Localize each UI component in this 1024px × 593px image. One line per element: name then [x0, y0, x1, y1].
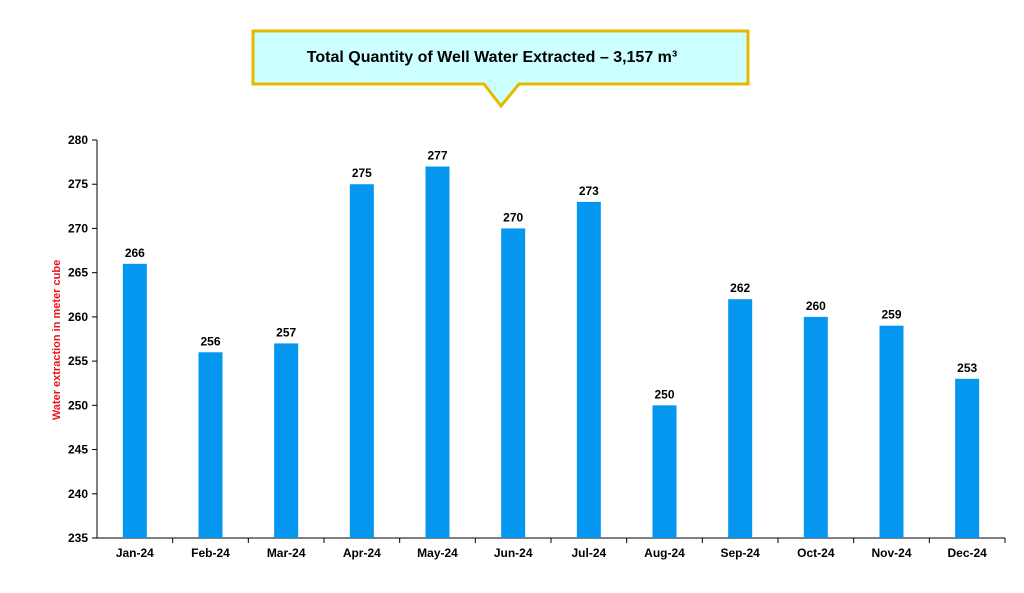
bar [879, 325, 904, 538]
chart-title: Total Quantity of Well Water Extracted –… [307, 49, 677, 66]
data-label: 259 [881, 308, 901, 322]
bar [122, 263, 147, 538]
x-tick-label: Dec-24 [947, 546, 987, 560]
y-tick-label: 280 [68, 133, 88, 147]
y-tick-label: 245 [68, 443, 88, 457]
bar [955, 378, 980, 538]
x-tick-label: Mar-24 [267, 546, 306, 560]
y-tick-label: 260 [68, 310, 88, 324]
bar [652, 405, 677, 538]
data-label: 262 [730, 281, 750, 295]
data-label: 253 [957, 361, 977, 375]
data-label: 270 [503, 210, 523, 224]
bar [728, 299, 753, 538]
x-tick-label: May-24 [417, 546, 458, 560]
y-tick-label: 275 [68, 177, 88, 191]
data-label: 275 [352, 166, 372, 180]
x-tick-label: Feb-24 [191, 546, 230, 560]
data-label: 277 [427, 149, 447, 163]
bars [122, 166, 980, 539]
y-tick-label: 270 [68, 221, 88, 235]
bar [501, 228, 526, 538]
x-tick-label: Jul-24 [571, 546, 606, 560]
y-tick-label: 240 [68, 487, 88, 501]
callout-shape [251, 29, 750, 109]
title-callout: Total Quantity of Well Water Extracted –… [251, 29, 750, 109]
axes: 235 240 245 250 255 260 265 270 275 280 Jan-24 Feb-… [68, 133, 1006, 560]
x-tick-label: Apr-24 [343, 546, 381, 560]
bar [576, 201, 601, 538]
data-label: 256 [200, 334, 220, 348]
bar [349, 184, 374, 538]
bar [425, 166, 450, 539]
bar [803, 316, 828, 538]
x-tick-label: Aug-24 [644, 546, 685, 560]
x-tick-label: Nov-24 [871, 546, 911, 560]
x-tick-label: Jun-24 [494, 546, 533, 560]
y-tick-label: 255 [68, 354, 88, 368]
y-tick-label: 265 [68, 266, 88, 280]
x-tick-label: Jan-24 [116, 546, 154, 560]
x-tick-label: Oct-24 [797, 546, 835, 560]
x-tick-label: Sep-24 [720, 546, 760, 560]
y-tick-label: 235 [68, 531, 88, 545]
data-label: 260 [806, 299, 826, 313]
data-label: 273 [579, 184, 599, 198]
y-tick-label: 250 [68, 398, 88, 412]
data-label: 250 [654, 387, 674, 401]
bar [274, 343, 299, 538]
data-label: 266 [125, 246, 145, 260]
y-axis-label: Water extraction in meter cube [51, 260, 63, 420]
data-labels: 266 256 257 275 277 270 273 250 262 260 259 253 [125, 149, 978, 402]
bar [198, 352, 223, 538]
data-label: 257 [276, 325, 296, 339]
